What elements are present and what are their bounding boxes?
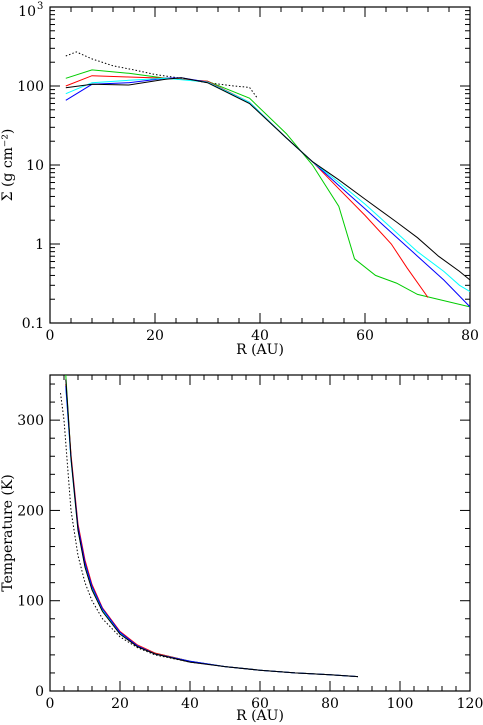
x-tick-label: 20 [146, 328, 164, 344]
series-line [65, 385, 359, 678]
x-tick-label: 40 [251, 328, 269, 344]
temperature-panel: 0 20 40 60 80 100 120 0 100 200 300 R (AU) Tempera… [0, 374, 483, 724]
temperature-plot-frame [49, 374, 471, 692]
temperature-x-axis-label: R (AU) [236, 708, 284, 724]
temperature-curves [60, 375, 359, 678]
x-tick-label: 0 [46, 696, 55, 712]
y-tick-label: 0 [35, 684, 44, 700]
y-tick-label: 10 [26, 158, 44, 174]
surface-density-ticks [49, 6, 471, 324]
x-tick-label: 100 [387, 696, 414, 712]
temperature-tick-labels: 0 20 40 60 80 100 120 0 100 200 300 [17, 413, 483, 712]
series-line [60, 393, 359, 678]
y-tick-label: 100 [17, 594, 44, 610]
series-line [65, 77, 470, 281]
temperature-y-axis-label: Temperature (K) [0, 474, 16, 592]
series-line [65, 77, 470, 293]
series-line [65, 51, 258, 99]
y-tick-label-exponent: 3 [37, 1, 43, 12]
series-line [65, 375, 359, 678]
x-tick-label: 60 [356, 328, 374, 344]
surface-density-curves [65, 51, 470, 308]
surface-density-plot-frame [49, 6, 471, 324]
surface-density-y-axis-label: Σ (g cm⁻²) [0, 129, 16, 202]
series-line [65, 379, 359, 678]
y-tick-label: 100 [17, 79, 44, 95]
surface-density-x-axis-label: R (AU) [236, 342, 284, 358]
series-line [65, 75, 429, 298]
y-tick-label: 200 [17, 503, 44, 519]
x-tick-label: 20 [111, 696, 129, 712]
temperature-ticks [49, 375, 471, 692]
x-tick-label: 40 [181, 696, 199, 712]
series-line [65, 77, 470, 308]
x-tick-label: 120 [457, 696, 483, 712]
series-line [65, 383, 359, 678]
y-tick-label: 300 [17, 413, 44, 429]
x-tick-label: 0 [46, 328, 55, 344]
y-tick-label: 1 [35, 237, 44, 253]
x-tick-label: 80 [321, 696, 339, 712]
y-tick-label: 10 [18, 4, 36, 20]
y-tick-label: 0.1 [22, 316, 44, 332]
x-tick-label: 60 [251, 696, 269, 712]
series-line [65, 388, 359, 678]
x-tick-label: 80 [461, 328, 479, 344]
